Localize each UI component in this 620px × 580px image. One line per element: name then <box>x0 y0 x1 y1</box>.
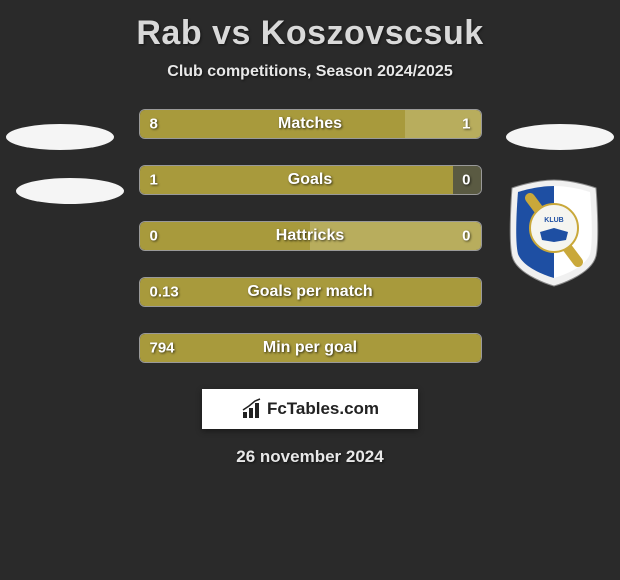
page-subtitle: Club competitions, Season 2024/2025 <box>0 59 620 109</box>
stat-value-left: 0.13 <box>150 284 179 301</box>
player-left-avatar-1 <box>6 124 114 150</box>
comparison-widget: Rab vs Koszovscsuk Club competitions, Se… <box>0 0 620 467</box>
stat-bar-left-fill <box>140 110 406 138</box>
stat-bar: Hattricks 0 0 <box>139 221 482 251</box>
player-right-avatar-1 <box>506 124 614 150</box>
stat-bar: Goals 1 0 <box>139 165 482 195</box>
svg-text:KLUB: KLUB <box>544 217 563 224</box>
stat-row: Min per goal 794 <box>0 333 620 363</box>
stat-label: Min per goal <box>263 339 357 357</box>
player-left-avatar-2 <box>16 178 124 204</box>
stat-value-left: 794 <box>150 340 175 357</box>
stat-label: Goals <box>288 171 332 189</box>
stat-value-right: 1 <box>462 116 470 133</box>
stat-value-left: 1 <box>150 172 158 189</box>
stat-bar: Matches 8 1 <box>139 109 482 139</box>
stat-value-left: 8 <box>150 116 158 133</box>
stat-label: Matches <box>278 115 342 133</box>
stat-value-right: 0 <box>462 172 470 189</box>
crest-svg: KLUB <box>504 178 604 288</box>
stat-label: Hattricks <box>276 227 344 245</box>
club-crest: KLUB <box>504 178 604 288</box>
stat-bar: Min per goal 794 <box>139 333 482 363</box>
brand-chart-icon <box>241 398 263 420</box>
brand-box[interactable]: FcTables.com <box>202 389 418 429</box>
page-title: Rab vs Koszovscsuk <box>0 0 620 59</box>
stat-label: Goals per match <box>247 283 372 301</box>
brand-text: FcTables.com <box>267 399 379 419</box>
stat-value-right: 0 <box>462 228 470 245</box>
stat-value-left: 0 <box>150 228 158 245</box>
footer-date: 26 november 2024 <box>0 429 620 467</box>
stat-bar: Goals per match 0.13 <box>139 277 482 307</box>
